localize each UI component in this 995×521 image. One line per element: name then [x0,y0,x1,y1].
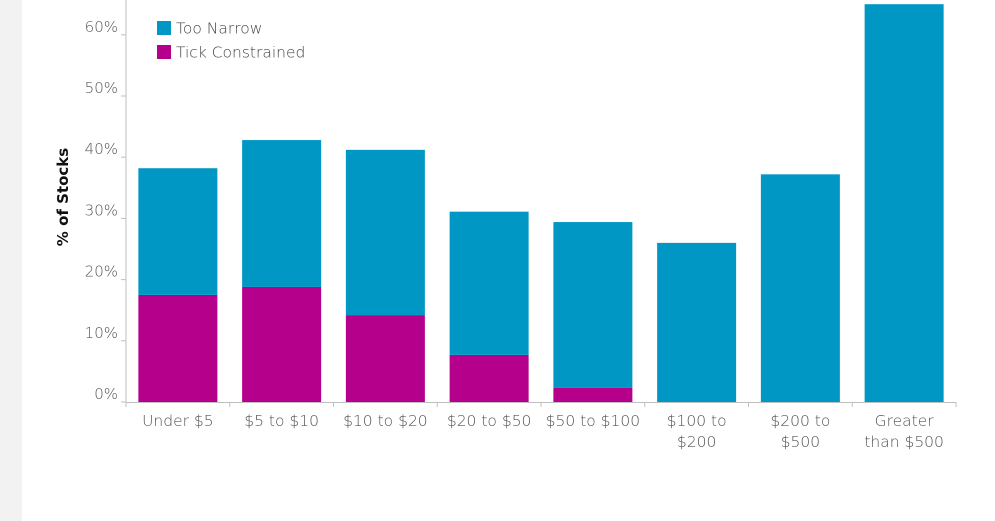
y-tick-label: 40% [85,140,118,158]
x-tick-label: $50 to $100 [546,412,640,430]
bar-too-narrow [242,140,322,287]
y-tick-label: 0% [94,385,118,403]
y-tick-labels: 0% 10% 20% 30% 40% 50% 60% [85,18,118,403]
y-tick-label: 30% [85,201,118,219]
legend-swatch [157,21,171,35]
y-tick-label: 50% [85,79,118,97]
y-axis-title-group: % of Stocks [54,148,72,246]
y-tick-label: 60% [85,18,118,36]
legend-label: Too Narrow [176,20,262,38]
bar-tick-constrained [553,387,633,402]
stacked-bar-chart: % of Stocks 0% 10% 20% 30% 40% 50% 60% Under $… [54,0,957,451]
chart-panel: % of Stocks 0% 10% 20% 30% 40% 50% 60% Under $… [22,0,995,521]
bar-too-narrow [760,174,840,402]
legend: Too Narrow Tick Constrained [157,20,305,62]
bar-tick-constrained [138,294,218,402]
bar-tick-constrained [242,286,322,402]
x-tick-label: Under $5 [142,412,214,430]
y-tick-label: 20% [85,263,118,281]
bar-too-narrow [345,149,425,316]
x-tick-label: $20 to $50 [447,412,532,430]
bar-too-narrow [138,168,218,295]
bar-tick-constrained [345,315,425,402]
legend-label: Tick Constrained [176,44,305,62]
x-tick-label: $5 to $10 [244,412,319,430]
axes [121,0,957,407]
x-tick-label: $10 to $20 [343,412,428,430]
bar-too-narrow [449,211,529,355]
y-axis-title: % of Stocks [54,148,72,246]
bars [138,4,944,402]
bar-too-narrow [657,242,737,402]
x-tick-label: $100 to $200 [667,412,727,451]
bar-tick-constrained [449,354,529,402]
legend-swatch [157,45,171,59]
bar-too-narrow [864,4,944,402]
bar-too-narrow [553,222,633,388]
y-tick-label: 10% [85,324,118,342]
x-tick-label: $200 to $500 [770,412,830,451]
category-labels: Under $5 $5 to $10 $10 to $20 $20 to $50 $50… [142,412,944,451]
x-tick-label: Greater than $500 [864,412,944,451]
